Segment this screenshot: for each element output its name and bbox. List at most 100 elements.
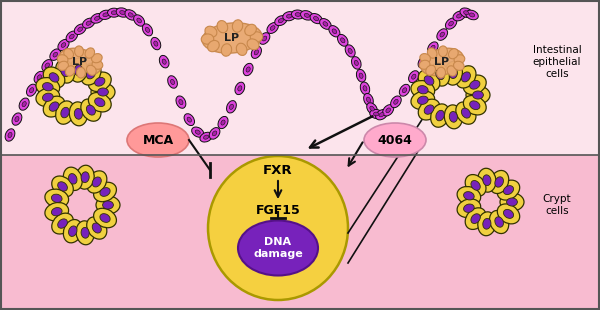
Ellipse shape bbox=[86, 105, 95, 115]
Ellipse shape bbox=[456, 102, 476, 124]
Ellipse shape bbox=[454, 61, 464, 70]
Ellipse shape bbox=[447, 66, 457, 76]
Ellipse shape bbox=[464, 204, 474, 212]
Ellipse shape bbox=[208, 156, 348, 300]
Ellipse shape bbox=[142, 24, 152, 36]
Ellipse shape bbox=[418, 56, 428, 68]
Ellipse shape bbox=[431, 45, 435, 50]
Ellipse shape bbox=[267, 23, 278, 33]
Ellipse shape bbox=[461, 72, 470, 82]
Ellipse shape bbox=[412, 74, 416, 79]
Ellipse shape bbox=[83, 18, 95, 28]
Ellipse shape bbox=[259, 33, 270, 44]
Ellipse shape bbox=[497, 180, 520, 200]
Ellipse shape bbox=[61, 66, 70, 77]
Ellipse shape bbox=[203, 135, 209, 139]
Ellipse shape bbox=[348, 48, 352, 54]
Ellipse shape bbox=[470, 101, 480, 110]
Ellipse shape bbox=[466, 86, 490, 104]
Ellipse shape bbox=[338, 34, 348, 46]
Ellipse shape bbox=[440, 32, 445, 37]
Ellipse shape bbox=[221, 44, 232, 56]
Ellipse shape bbox=[304, 13, 310, 17]
Ellipse shape bbox=[470, 80, 480, 89]
Ellipse shape bbox=[53, 52, 58, 57]
Ellipse shape bbox=[76, 165, 94, 189]
Ellipse shape bbox=[424, 105, 434, 114]
Ellipse shape bbox=[65, 66, 75, 76]
Ellipse shape bbox=[431, 104, 449, 127]
Ellipse shape bbox=[283, 11, 296, 21]
Ellipse shape bbox=[227, 101, 236, 113]
Bar bbox=[0, 0, 600, 155]
Ellipse shape bbox=[58, 219, 67, 228]
Ellipse shape bbox=[208, 40, 219, 52]
Ellipse shape bbox=[134, 15, 145, 26]
Ellipse shape bbox=[471, 180, 480, 190]
Ellipse shape bbox=[374, 112, 379, 116]
Ellipse shape bbox=[236, 43, 247, 55]
Ellipse shape bbox=[70, 34, 74, 39]
Ellipse shape bbox=[367, 97, 371, 102]
Ellipse shape bbox=[50, 49, 61, 60]
Ellipse shape bbox=[238, 220, 318, 276]
Ellipse shape bbox=[506, 198, 517, 206]
Ellipse shape bbox=[87, 171, 107, 193]
Ellipse shape bbox=[81, 99, 101, 121]
Ellipse shape bbox=[86, 21, 91, 25]
Ellipse shape bbox=[205, 26, 217, 37]
Ellipse shape bbox=[5, 129, 15, 141]
Ellipse shape bbox=[503, 186, 514, 195]
Ellipse shape bbox=[469, 13, 475, 17]
Ellipse shape bbox=[364, 123, 426, 157]
Ellipse shape bbox=[86, 69, 95, 79]
Text: FGF15: FGF15 bbox=[256, 203, 301, 216]
Text: 4064: 4064 bbox=[377, 134, 412, 147]
Ellipse shape bbox=[200, 132, 212, 142]
Ellipse shape bbox=[376, 109, 388, 120]
Text: Crypt
cells: Crypt cells bbox=[542, 194, 571, 216]
Ellipse shape bbox=[95, 98, 105, 107]
Ellipse shape bbox=[449, 21, 454, 26]
Ellipse shape bbox=[503, 210, 514, 218]
Ellipse shape bbox=[22, 102, 26, 107]
Ellipse shape bbox=[437, 67, 446, 78]
Ellipse shape bbox=[26, 84, 37, 96]
Ellipse shape bbox=[411, 81, 434, 99]
Ellipse shape bbox=[270, 26, 275, 30]
Ellipse shape bbox=[473, 91, 484, 99]
Ellipse shape bbox=[370, 106, 374, 111]
Ellipse shape bbox=[391, 96, 401, 108]
Ellipse shape bbox=[251, 46, 262, 58]
Ellipse shape bbox=[354, 60, 358, 65]
Ellipse shape bbox=[495, 217, 503, 227]
Ellipse shape bbox=[437, 29, 448, 40]
Ellipse shape bbox=[449, 112, 457, 122]
Ellipse shape bbox=[483, 175, 491, 186]
Ellipse shape bbox=[221, 120, 225, 125]
Ellipse shape bbox=[61, 107, 70, 118]
Ellipse shape bbox=[310, 14, 322, 24]
Ellipse shape bbox=[45, 189, 68, 207]
Ellipse shape bbox=[56, 101, 74, 124]
Ellipse shape bbox=[58, 61, 68, 70]
Ellipse shape bbox=[409, 71, 419, 83]
Ellipse shape bbox=[137, 18, 142, 23]
Ellipse shape bbox=[92, 223, 101, 233]
Ellipse shape bbox=[418, 96, 428, 104]
Text: Intestinal
epithelial
cells: Intestinal epithelial cells bbox=[533, 45, 581, 79]
Ellipse shape bbox=[127, 123, 189, 157]
Ellipse shape bbox=[76, 221, 94, 245]
Ellipse shape bbox=[292, 10, 304, 19]
Ellipse shape bbox=[418, 99, 440, 120]
Ellipse shape bbox=[278, 19, 283, 23]
Ellipse shape bbox=[162, 59, 166, 64]
Ellipse shape bbox=[100, 188, 110, 196]
Ellipse shape bbox=[49, 102, 59, 111]
Ellipse shape bbox=[490, 170, 509, 193]
Ellipse shape bbox=[314, 16, 319, 21]
Ellipse shape bbox=[68, 226, 77, 237]
Ellipse shape bbox=[202, 23, 262, 53]
Ellipse shape bbox=[160, 55, 169, 68]
Ellipse shape bbox=[57, 55, 68, 64]
